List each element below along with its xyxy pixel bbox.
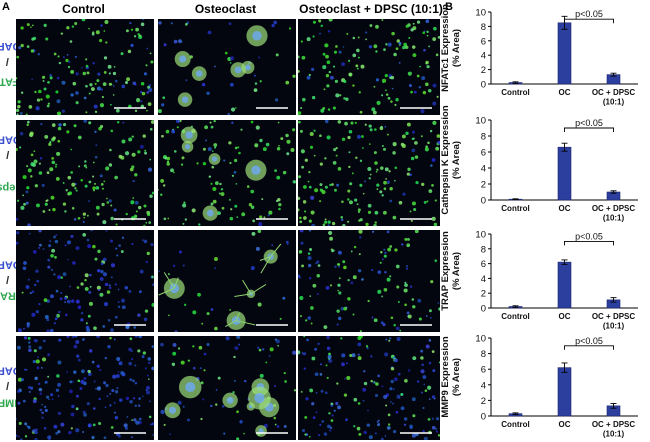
category-label: OC bbox=[559, 420, 571, 429]
y-tick-label: 6 bbox=[481, 148, 486, 159]
chart-cathepsin-k: Cathepsin K Expression(% Area) 0 2 4 6 8 10 Con… bbox=[439, 105, 650, 226]
micrograph-cathepsin-k-control bbox=[16, 120, 154, 226]
micrograph-cathepsin-k-osteoclast-dpsc bbox=[298, 120, 440, 226]
chart-mmp9: MMP9 Expression(% Area) 0 2 4 6 8 10 Control OC O… bbox=[439, 332, 650, 442]
category-label: Control bbox=[501, 204, 529, 213]
y-tick-label: 10 bbox=[475, 116, 486, 127]
category-label: Control bbox=[501, 420, 529, 429]
column-header-osteoclast-dpsc: Osteoclast + DPSC (10:1) bbox=[299, 2, 443, 16]
row-label-cathepsin-k: Cathepsin K/DAPI bbox=[0, 120, 40, 226]
micrograph-mmp9-osteoclast bbox=[158, 336, 296, 440]
category-label: OC + DPSC (10:1) bbox=[592, 204, 636, 223]
y-tick-label: 8 bbox=[481, 132, 486, 143]
category-label: OC bbox=[559, 312, 571, 321]
significance-label: p<0.05 bbox=[575, 336, 603, 346]
significance-bracket bbox=[564, 345, 614, 350]
micrograph-nfatc1-control bbox=[16, 19, 154, 115]
micrograph-trap-osteoclast bbox=[158, 230, 296, 332]
y-tick-label: 8 bbox=[481, 349, 486, 360]
micrograph-trap-osteoclast-dpsc bbox=[298, 230, 440, 332]
micrograph-nfatc1-osteoclast bbox=[158, 19, 296, 115]
category-label: OC + DPSC (10:1) bbox=[592, 420, 636, 439]
y-tick-label: 10 bbox=[475, 230, 486, 241]
micrograph-image bbox=[16, 230, 154, 332]
significance-label: p<0.05 bbox=[575, 231, 603, 241]
y-tick-label: 0 bbox=[481, 196, 486, 207]
y-tick-label: 10 bbox=[475, 8, 486, 19]
significance-bracket bbox=[564, 18, 614, 24]
y-tick-label: 2 bbox=[481, 180, 486, 191]
micrograph-image bbox=[158, 20, 296, 115]
y-tick-label: 4 bbox=[481, 164, 486, 175]
y-tick-label: 2 bbox=[481, 289, 486, 300]
row-label-nfatc1: NFATc1/DAPI bbox=[0, 19, 27, 115]
micrograph-mmp9-control bbox=[16, 336, 154, 440]
chart-trap-svg: TRAP Expression(% Area) 0 2 4 6 8 10 Control OC O… bbox=[440, 230, 638, 331]
panel-label-a: A bbox=[2, 1, 10, 13]
y-tick-label: 4 bbox=[481, 380, 486, 391]
row-label-mmp9: MMP9/DAPI bbox=[0, 336, 23, 440]
category-label: OC + DPSC (10:1) bbox=[592, 312, 636, 331]
y-tick-label: 8 bbox=[481, 22, 486, 33]
category-label: Control bbox=[501, 312, 529, 321]
micrograph-image bbox=[298, 336, 440, 440]
micrograph-image bbox=[298, 230, 440, 332]
bar-2 bbox=[557, 367, 572, 417]
category-label: OC bbox=[559, 204, 571, 213]
micrograph-image bbox=[16, 19, 154, 115]
bar-2 bbox=[557, 146, 572, 201]
micrograph-image bbox=[158, 230, 289, 332]
category-label: OC bbox=[559, 88, 571, 97]
y-tick-label: 2 bbox=[481, 65, 486, 76]
micrograph-image bbox=[158, 120, 296, 226]
significance-label: p<0.05 bbox=[575, 118, 603, 128]
significance-bracket bbox=[564, 127, 614, 132]
row-label-trap: TRAP/DAPI bbox=[0, 230, 22, 332]
micrograph-image bbox=[298, 19, 440, 115]
column-header-control: Control bbox=[62, 2, 105, 16]
category-label: OC + DPSC (10:1) bbox=[592, 88, 636, 107]
chart-cathepsin-k-svg: Cathepsin K Expression(% Area) 0 2 4 6 8 10 Con… bbox=[440, 105, 638, 223]
chart-nfatc1: NFATc1 Expression(% Area) 0 2 4 6 8 10 Control O… bbox=[439, 4, 650, 110]
y-tick-label: 0 bbox=[481, 304, 486, 315]
chart-trap: TRAP Expression(% Area) 0 2 4 6 8 10 Control OC O… bbox=[439, 228, 650, 334]
column-header-osteoclast: Osteoclast bbox=[194, 2, 257, 16]
micrograph-image bbox=[16, 336, 154, 440]
y-tick-label: 6 bbox=[481, 36, 486, 47]
y-tick-label: 2 bbox=[481, 396, 486, 407]
chart-nfatc1-svg: NFATc1 Expression(% Area) 0 2 4 6 8 10 Control O… bbox=[440, 4, 638, 107]
micrograph-cathepsin-k-osteoclast bbox=[158, 120, 296, 226]
y-tick-label: 6 bbox=[481, 259, 486, 270]
y-axis-label: NFATc1 Expression(% Area) bbox=[440, 4, 462, 92]
y-tick-label: 6 bbox=[481, 365, 486, 376]
micrograph-image bbox=[160, 336, 296, 440]
significance-bracket bbox=[564, 240, 614, 246]
y-tick-label: 0 bbox=[481, 412, 486, 423]
category-label: Control bbox=[501, 88, 529, 97]
micrograph-trap-control bbox=[16, 230, 154, 332]
significance-label: p<0.05 bbox=[575, 9, 603, 19]
y-tick-label: 8 bbox=[481, 244, 486, 255]
panel-label-b: B bbox=[445, 1, 453, 13]
bar-2 bbox=[557, 22, 572, 85]
micrograph-image bbox=[16, 120, 154, 226]
micrograph-nfatc1-osteoclast-dpsc bbox=[298, 19, 440, 115]
y-tick-label: 4 bbox=[481, 51, 486, 62]
chart-mmp9-svg: MMP9 Expression(% Area) 0 2 4 6 8 10 Control OC O… bbox=[440, 334, 638, 439]
micrograph-image bbox=[298, 120, 440, 226]
y-axis-label: MMP9 Expression(% Area) bbox=[440, 336, 462, 417]
micrograph-mmp9-osteoclast-dpsc bbox=[298, 336, 440, 440]
y-tick-label: 10 bbox=[475, 334, 486, 345]
y-axis-label: Cathepsin K Expression(% Area) bbox=[440, 105, 462, 214]
y-tick-label: 4 bbox=[481, 274, 486, 285]
y-tick-label: 0 bbox=[481, 80, 486, 91]
y-axis-label: TRAP Expression(% Area) bbox=[440, 231, 462, 311]
bar-2 bbox=[557, 261, 572, 309]
